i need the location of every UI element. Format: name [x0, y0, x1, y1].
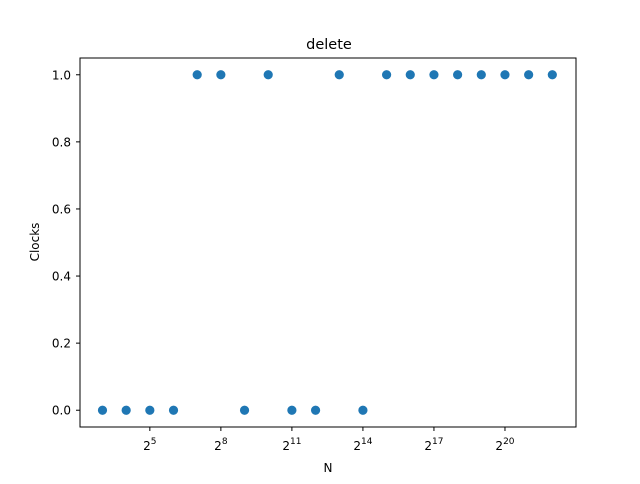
- x-axis-ticks: 25 28 211 214 217 220: [143, 427, 515, 453]
- data-point: [287, 405, 297, 415]
- data-point: [453, 70, 463, 80]
- data-point: [429, 70, 439, 80]
- data-point: [192, 70, 202, 80]
- x-axis-label: N: [324, 461, 333, 475]
- data-point: [310, 405, 321, 415]
- data-point: [405, 70, 415, 80]
- y-axis-label: Clocks: [28, 223, 42, 262]
- y-axis-ticks: 0.0 0.2 0.4 0.6 0.8 1.0: [52, 68, 80, 418]
- x-tick-label: 211: [282, 437, 301, 453]
- data-point: [382, 70, 392, 80]
- data-point: [239, 405, 250, 415]
- x-tick-label: 217: [424, 437, 443, 453]
- y-tick-label: 1.0: [52, 68, 71, 82]
- data-point: [547, 70, 557, 80]
- plot-area-frame: [79, 57, 577, 428]
- chart-title: delete: [306, 37, 352, 53]
- data-point: [334, 70, 344, 80]
- data-points: [97, 70, 557, 415]
- y-tick-label: 0.6: [52, 202, 71, 216]
- x-tick-label: 25: [143, 437, 156, 453]
- data-point: [97, 405, 108, 415]
- y-tick-label: 0.8: [52, 135, 71, 149]
- data-point: [524, 70, 534, 80]
- data-point: [121, 405, 131, 415]
- y-tick-label: 0.2: [52, 337, 71, 351]
- data-point: [263, 70, 273, 80]
- data-point: [168, 405, 179, 415]
- data-point: [216, 70, 226, 80]
- data-point: [145, 405, 155, 415]
- data-point: [358, 405, 368, 415]
- data-point: [500, 70, 510, 80]
- y-tick-label: 0.4: [52, 270, 71, 284]
- x-tick-label: 28: [214, 437, 228, 453]
- data-point: [476, 70, 486, 80]
- y-tick-label: 0.0: [52, 404, 71, 418]
- x-tick-label: 214: [353, 437, 372, 453]
- x-tick-label: 220: [495, 437, 514, 453]
